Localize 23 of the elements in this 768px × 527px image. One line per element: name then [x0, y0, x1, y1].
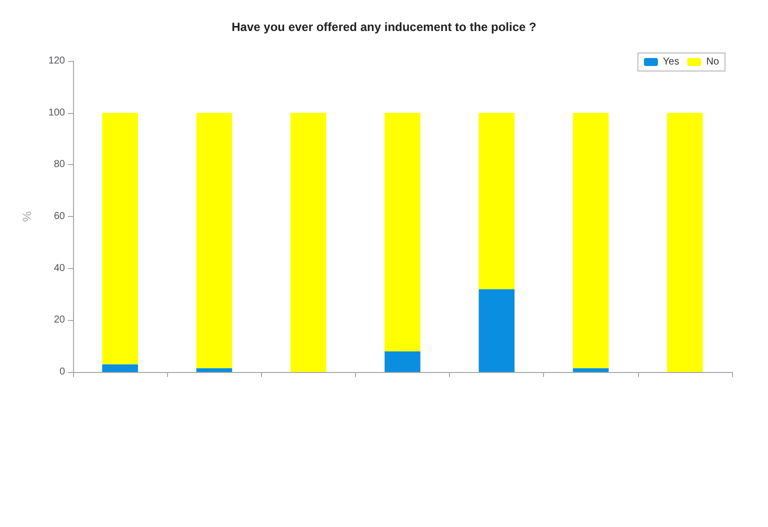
y-tick-label: 80 — [54, 159, 66, 170]
bar — [384, 351, 420, 372]
y-axis-title: % — [20, 210, 34, 222]
y-tick-label: 20 — [54, 314, 66, 326]
legend-label: No — [706, 56, 720, 68]
bar — [478, 112, 515, 290]
bar — [290, 112, 326, 372]
bar — [572, 112, 609, 368]
y-tick-label: 0 — [59, 366, 66, 378]
bar — [196, 112, 232, 368]
bar — [196, 368, 232, 372]
y-tick-label: 40 — [54, 262, 66, 274]
y-tick-label: 120 — [48, 56, 66, 66]
y-tick-label: 60 — [54, 211, 66, 222]
y-tick-label: 100 — [48, 107, 66, 118]
chart-title: Have you ever offered any inducement to the police ? — [232, 20, 536, 34]
bar — [572, 368, 609, 372]
bar — [478, 289, 515, 372]
bar — [102, 112, 138, 364]
bar — [384, 112, 420, 352]
legend-label: Yes — [662, 56, 680, 68]
bar — [667, 112, 703, 372]
bar — [102, 364, 138, 372]
